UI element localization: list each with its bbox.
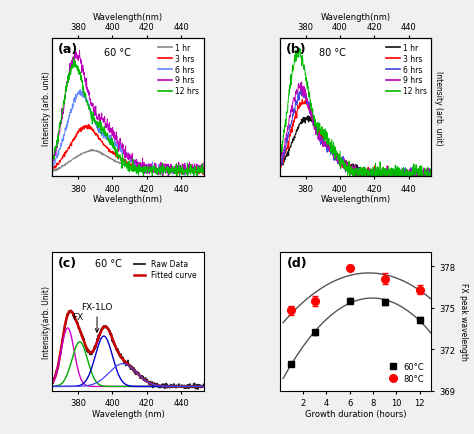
Legend: 1 hr, 3 hrs, 6 hrs, 9 hrs, 12 hrs: 1 hr, 3 hrs, 6 hrs, 9 hrs, 12 hrs <box>385 43 428 97</box>
Text: (d): (d) <box>287 257 308 270</box>
Legend: 60°C, 80°C: 60°C, 80°C <box>387 358 427 386</box>
Text: (b): (b) <box>286 43 306 56</box>
Y-axis label: Intensity (arb. unit): Intensity (arb. unit) <box>42 71 51 145</box>
X-axis label: Wavelength(nm): Wavelength(nm) <box>320 195 391 204</box>
Text: 60 °C: 60 °C <box>104 48 130 58</box>
X-axis label: Wavelength(nm): Wavelength(nm) <box>320 13 391 22</box>
X-axis label: Wavelength(nm): Wavelength(nm) <box>93 13 163 22</box>
Legend: Raw Data, Fitted curve: Raw Data, Fitted curve <box>131 256 200 283</box>
X-axis label: Wavelength (nm): Wavelength (nm) <box>91 408 164 418</box>
Y-axis label: Intensity (arb. unit): Intensity (arb. unit) <box>434 71 443 145</box>
Text: (c): (c) <box>58 257 77 270</box>
X-axis label: Growth duration (hours): Growth duration (hours) <box>305 408 406 418</box>
Y-axis label: Intensity(arb. Unit): Intensity(arb. Unit) <box>42 285 51 358</box>
Text: 60 °C: 60 °C <box>95 259 121 269</box>
Text: FX-1LO: FX-1LO <box>82 302 113 332</box>
X-axis label: Wavelength(nm): Wavelength(nm) <box>93 195 163 204</box>
Text: FX: FX <box>73 312 84 321</box>
Legend: 1 hr, 3 hrs, 6 hrs, 9 hrs, 12 hrs: 1 hr, 3 hrs, 6 hrs, 9 hrs, 12 hrs <box>158 43 200 97</box>
Text: (a): (a) <box>58 43 79 56</box>
Y-axis label: FX peak wavelength: FX peak wavelength <box>459 283 468 361</box>
Text: 80 °C: 80 °C <box>319 48 346 58</box>
